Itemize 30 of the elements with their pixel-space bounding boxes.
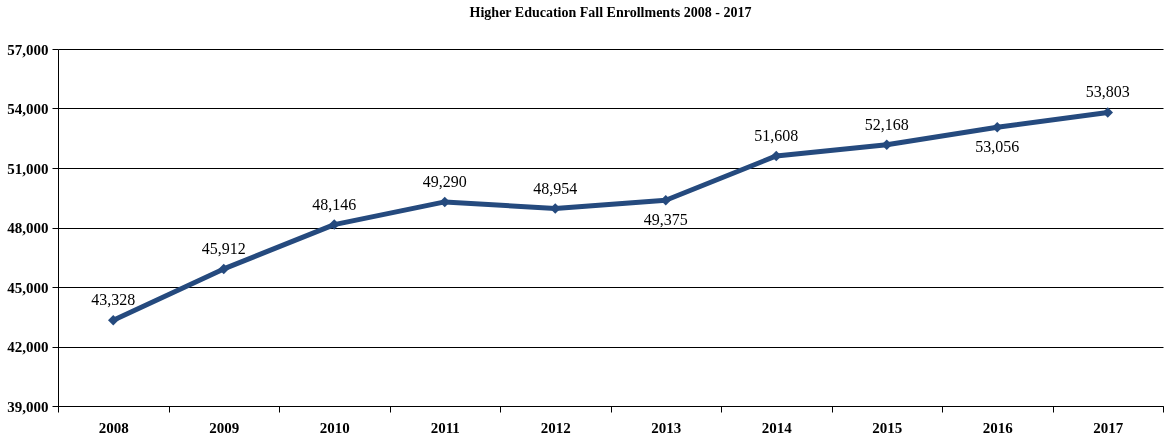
point	[218, 263, 229, 275]
y-tick-label: 45,000	[7, 279, 49, 296]
y-tick-label: 57,000	[7, 41, 49, 58]
point	[108, 314, 119, 326]
data-label: 53,803	[1085, 83, 1130, 101]
chart-title: Higher Education Fall Enrollments 2008 - 2017	[469, 5, 752, 20]
x-tick-label: 2015	[872, 419, 903, 436]
data-label: 52,168	[864, 115, 909, 133]
data-label: 43,328	[91, 291, 136, 309]
data-label: 49,290	[422, 172, 467, 190]
x-tick-label: 2013	[651, 419, 682, 436]
data-label: 48,146	[312, 195, 357, 213]
data-label: 51,608	[754, 126, 799, 144]
y-tick-label: 42,000	[7, 339, 49, 355]
x-tick-label: 2012	[540, 419, 571, 436]
y-tick-label: 48,000	[7, 220, 49, 236]
x-tick-label: 2017	[1093, 419, 1124, 436]
data-label: 45,912	[201, 239, 246, 257]
x-tick-label: 2008	[98, 419, 129, 436]
y-tick-label: 39,000	[7, 398, 49, 415]
y-tick-label: 54,000	[7, 101, 49, 117]
x-tick-label: 2014	[761, 419, 793, 436]
data-label: 48,954	[533, 179, 578, 197]
data-label: 49,375	[643, 211, 688, 229]
x-tick-label: 2009	[209, 419, 240, 436]
x-tick-label: 2016	[982, 419, 1014, 436]
y-tick-label: 51,000	[7, 160, 49, 177]
x-tick-label: 2010	[319, 419, 350, 436]
data-label: 53,056	[975, 138, 1020, 156]
x-tick-label: 2011	[430, 419, 460, 436]
